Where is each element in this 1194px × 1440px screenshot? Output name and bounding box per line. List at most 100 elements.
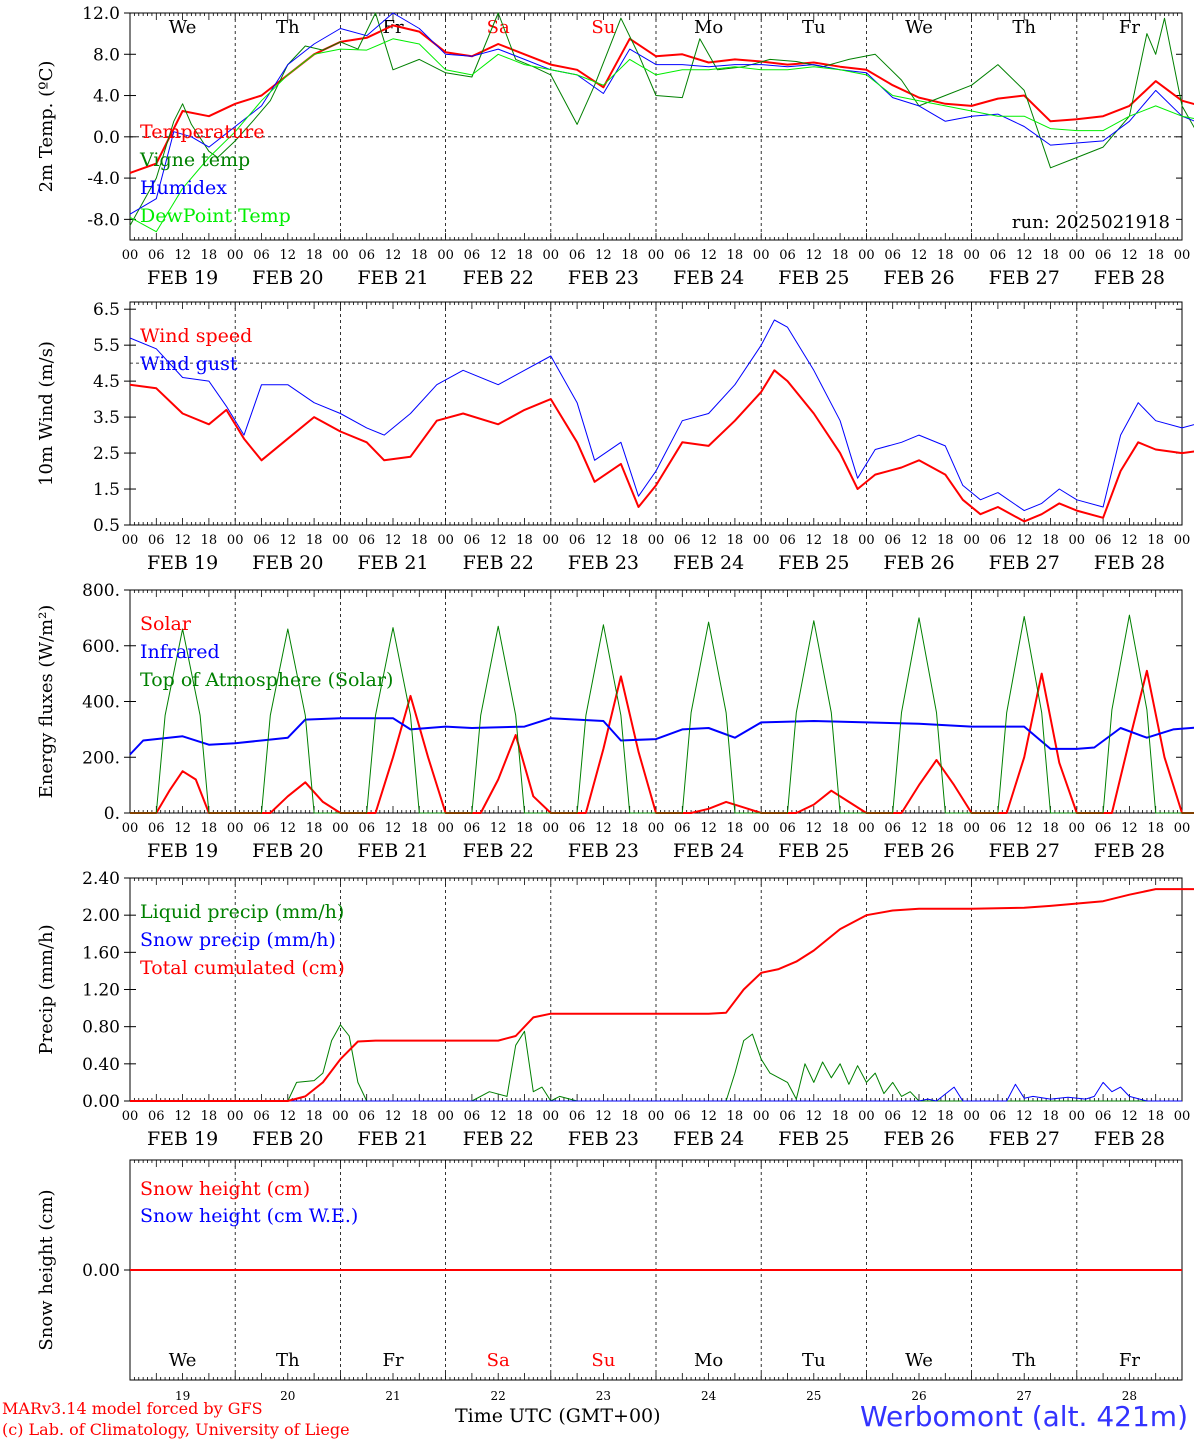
y-tick-label: 2.40 (82, 869, 120, 889)
hour-tick-label: 06 (253, 1109, 270, 1124)
hour-tick-label: 06 (990, 533, 1007, 548)
hour-tick-label: 18 (832, 1109, 849, 1124)
hour-tick-label: 06 (569, 533, 586, 548)
y-tick-label: 0.80 (82, 1018, 120, 1038)
weekday-label: Sa (487, 17, 510, 38)
hour-tick-label: 00 (437, 821, 454, 836)
hour-tick-label: 00 (963, 248, 980, 263)
x-axis-title: Time UTC (GMT+00) (455, 1405, 661, 1427)
hour-tick-label: 12 (174, 248, 191, 263)
series-line-top-of-atmosphere-solar- (130, 614, 1194, 814)
hour-tick-label: 00 (543, 1109, 560, 1124)
hour-tick-label: 00 (858, 533, 875, 548)
hour-tick-label: 18 (727, 821, 744, 836)
hour-tick-label: 00 (1069, 248, 1086, 263)
date-label: FEB 26 (883, 267, 954, 289)
legend-entry: Infrared (140, 641, 220, 663)
hour-tick-label: 00 (437, 1109, 454, 1124)
date-label: FEB 25 (778, 840, 849, 862)
hour-tick-label: 06 (884, 248, 901, 263)
date-label: FEB 22 (463, 840, 534, 862)
legend-entry: Total cumulated (cm) (140, 957, 345, 979)
hour-tick-label: 12 (1016, 248, 1033, 263)
hour-tick-label: 12 (806, 1109, 823, 1124)
weekday-label: We (905, 1350, 933, 1371)
weekday-label: Fr (382, 1350, 403, 1371)
hour-tick-label: 18 (201, 1109, 218, 1124)
date-label: FEB 20 (252, 267, 323, 289)
y-tick-label: 0.40 (82, 1055, 120, 1075)
y-tick-label: 200. (82, 748, 120, 768)
hour-tick-label: 18 (1042, 1109, 1059, 1124)
hour-tick-label: 00 (753, 1109, 770, 1124)
hour-tick-label: 12 (1016, 533, 1033, 548)
hour-tick-label: 12 (490, 248, 507, 263)
hour-tick-label: 00 (332, 821, 349, 836)
hour-tick-label: 06 (569, 821, 586, 836)
hour-tick-label: 12 (280, 248, 297, 263)
hour-tick-label: 06 (253, 533, 270, 548)
hour-tick-label: 06 (464, 248, 481, 263)
date-label: FEB 28 (1094, 840, 1165, 862)
hour-tick-label: 12 (490, 1109, 507, 1124)
hour-tick-label: 18 (937, 821, 954, 836)
date-label: FEB 20 (252, 840, 323, 862)
series-line-infrared (129, 717, 1194, 756)
date-label: FEB 25 (778, 267, 849, 289)
hour-tick-label: 06 (253, 821, 270, 836)
hour-tick-label: 18 (411, 533, 428, 548)
date-label: FEB 25 (778, 1128, 849, 1150)
date-label: FEB 19 (147, 552, 218, 574)
hour-tick-label: 06 (674, 248, 691, 263)
hour-tick-label: 18 (201, 533, 218, 548)
hour-tick-label: 00 (543, 248, 560, 263)
hour-tick-label: 06 (1095, 533, 1112, 548)
hour-tick-label: 00 (1174, 248, 1191, 263)
hour-tick-label: 06 (884, 1109, 901, 1124)
hour-tick-label: 06 (148, 821, 165, 836)
hour-tick-label: 00 (963, 1109, 980, 1124)
hour-tick-label: 00 (332, 248, 349, 263)
hour-tick-label: 18 (621, 821, 638, 836)
hour-tick-label: 12 (806, 533, 823, 548)
hour-tick-label: 12 (490, 533, 507, 548)
legend-entry: DewPoint Temp (140, 205, 291, 227)
date-label: FEB 23 (568, 552, 639, 574)
panel-5: 0.00 Snow height (cm) We 19 Th 20 Fr 21 Sa 22 Su 23… (36, 1159, 1183, 1403)
hour-tick-label: 12 (806, 248, 823, 263)
legend-entry: Snow precip (mm/h) (140, 929, 336, 951)
hour-tick-label: 06 (148, 248, 165, 263)
date-label: FEB 23 (568, 840, 639, 862)
hour-tick-label: 18 (727, 1109, 744, 1124)
hour-tick-label: 00 (858, 1109, 875, 1124)
hour-tick-label: 12 (280, 821, 297, 836)
y-tick-label: 1.20 (82, 981, 120, 1001)
day-number-label: 25 (806, 1389, 821, 1403)
date-label: FEB 26 (883, 840, 954, 862)
hour-tick-label: 12 (700, 1109, 717, 1124)
model-credit: MARv3.14 model forced by GFS (2, 1399, 263, 1418)
date-label: FEB 27 (989, 552, 1060, 574)
legend-entry: Vigne temp (139, 149, 250, 171)
hour-tick-label: 00 (227, 533, 244, 548)
hour-tick-label: 00 (1069, 821, 1086, 836)
date-label: FEB 24 (673, 552, 744, 574)
hour-tick-label: 00 (753, 821, 770, 836)
hour-tick-label: 06 (1095, 1109, 1112, 1124)
hour-tick-label: 06 (779, 248, 796, 263)
y-tick-label: 0.0 (93, 128, 120, 148)
day-number-label: 26 (911, 1389, 926, 1403)
series-line-temperature (129, 24, 1194, 174)
legend-entry: Liquid precip (mm/h) (140, 901, 344, 923)
y-axis-title: 2m Temp. (ºC) (36, 61, 57, 193)
hour-tick-label: 12 (1121, 248, 1138, 263)
hour-tick-label: 12 (174, 1109, 191, 1124)
y-tick-label: 4.0 (93, 87, 120, 107)
hour-tick-label: 00 (858, 821, 875, 836)
hour-tick-label: 18 (201, 821, 218, 836)
hour-tick-label: 06 (464, 1109, 481, 1124)
hour-tick-label: 12 (1016, 821, 1033, 836)
date-label: FEB 19 (147, 1128, 218, 1150)
date-label: FEB 28 (1094, 552, 1165, 574)
